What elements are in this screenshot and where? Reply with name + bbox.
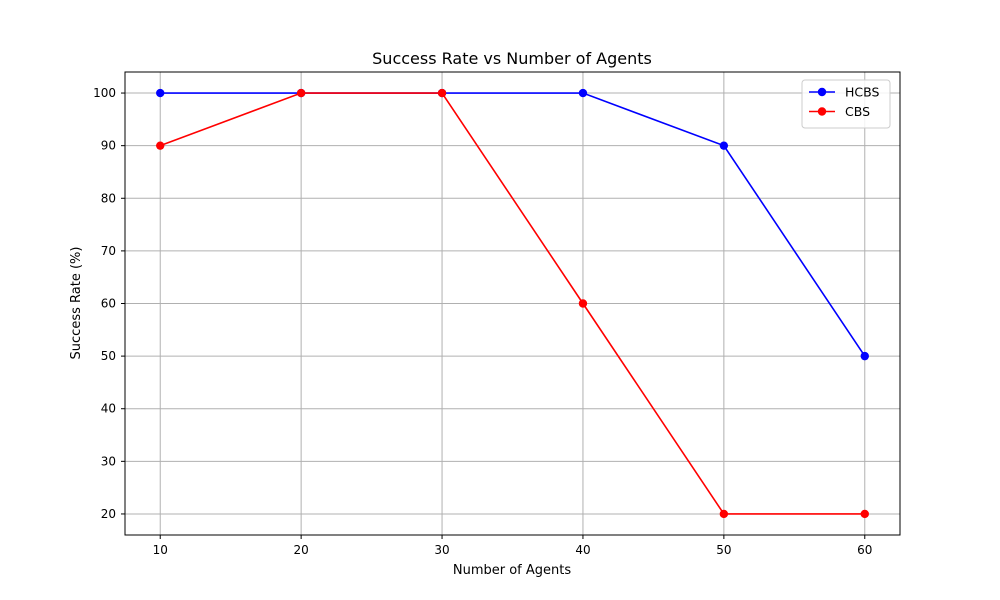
data-point-hcbs (860, 351, 869, 361)
axes-frame (124, 71, 901, 536)
legend-label-cbs: CBS (845, 104, 870, 119)
y-axis-label: Success Rate (%) (69, 247, 84, 360)
data-point-cbs (719, 509, 729, 519)
legend-label-hcbs: HCBS (845, 85, 879, 100)
x-axis-label: Number of Agents (453, 563, 571, 578)
data-point-cbs (156, 141, 165, 150)
data-point-cbs (578, 299, 588, 308)
x-tick-label: 50 (716, 543, 731, 557)
series-line-cbs (159, 92, 865, 515)
data-point-cbs (860, 509, 869, 519)
plot-area (156, 88, 869, 519)
y-tick-label: 90 (101, 139, 116, 153)
data-point-cbs (437, 88, 447, 98)
y-tick-label: 30 (101, 454, 116, 468)
legend: HCBS CBS (801, 79, 891, 129)
y-tick-label: 20 (101, 507, 116, 521)
y-tick-label: 70 (101, 244, 116, 258)
x-tick-label: 10 (153, 543, 168, 557)
data-point-hcbs (156, 88, 165, 98)
chart-title: Success Rate vs Number of Agents (372, 49, 652, 68)
y-tick-label: 100 (93, 86, 116, 100)
legend-marker-cbs (817, 107, 827, 116)
legend-marker-hcbs (817, 87, 827, 97)
x-tick-label: 20 (293, 543, 308, 557)
x-tick-label: 60 (857, 543, 872, 557)
data-point-hcbs (578, 88, 588, 98)
axes: 10 20 30 40 50 60 20 30 40 50 60 70 80 90 100 (93, 71, 901, 557)
data-point-hcbs (719, 141, 729, 150)
data-point-cbs (296, 88, 306, 98)
y-tick-label: 40 (101, 402, 116, 416)
x-tick-label: 30 (434, 543, 449, 557)
series-line-hcbs (160, 92, 866, 357)
y-tick-label: 50 (101, 349, 116, 363)
y-tick-label: 60 (101, 297, 116, 311)
y-tick-label: 80 (101, 191, 116, 205)
x-tick-label: 40 (575, 543, 590, 557)
grid (125, 72, 900, 535)
